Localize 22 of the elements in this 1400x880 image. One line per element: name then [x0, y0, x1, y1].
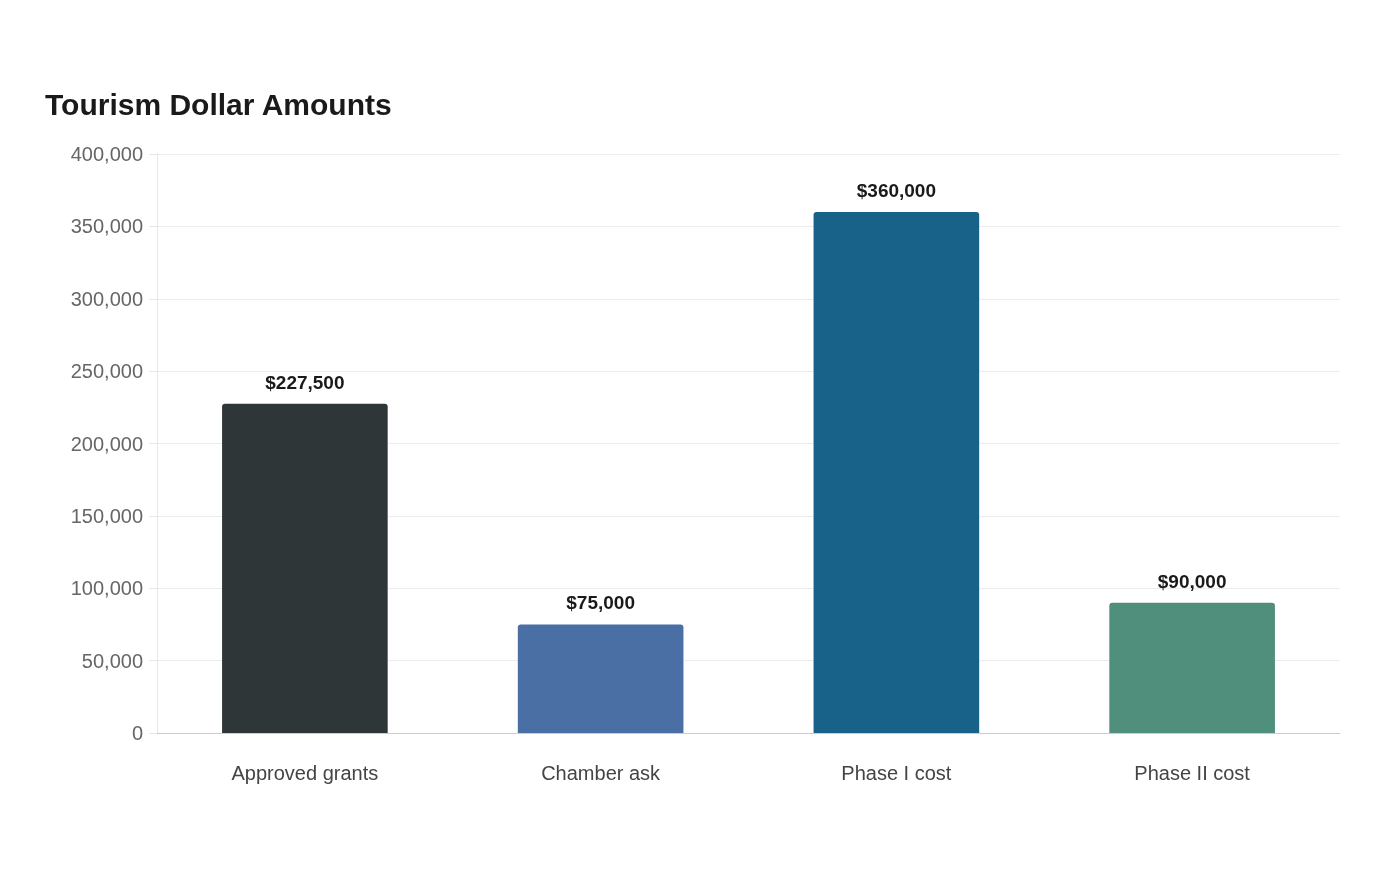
y-tick-label: 50,000 [81, 649, 143, 672]
bar [222, 403, 388, 733]
x-tick-label: Phase II cost [1134, 762, 1251, 784]
x-tick-label: Chamber ask [541, 762, 662, 784]
y-tick-label: 400,000 [70, 143, 143, 165]
data-label: $75,000 [566, 592, 635, 614]
y-tick-label: 300,000 [70, 287, 143, 310]
y-tick-label: 0 [131, 722, 143, 744]
x-tick-label: Approved grants [231, 762, 379, 784]
chart-title: Tourism Dollar Amounts [45, 87, 392, 121]
bar [813, 211, 980, 733]
y-tick-label: 150,000 [70, 504, 143, 527]
y-tick-label: 100,000 [70, 577, 143, 600]
x-tick-label: Phase I cost [841, 762, 952, 784]
y-tick-label: 200,000 [70, 432, 143, 455]
bar [1109, 602, 1275, 733]
data-label: $227,500 [265, 371, 345, 393]
y-tick-label: 250,000 [70, 360, 143, 383]
y-tick-label: 350,000 [70, 215, 143, 238]
data-label: $90,000 [1157, 570, 1227, 592]
data-label: $360,000 [856, 179, 936, 201]
bar [517, 624, 684, 733]
